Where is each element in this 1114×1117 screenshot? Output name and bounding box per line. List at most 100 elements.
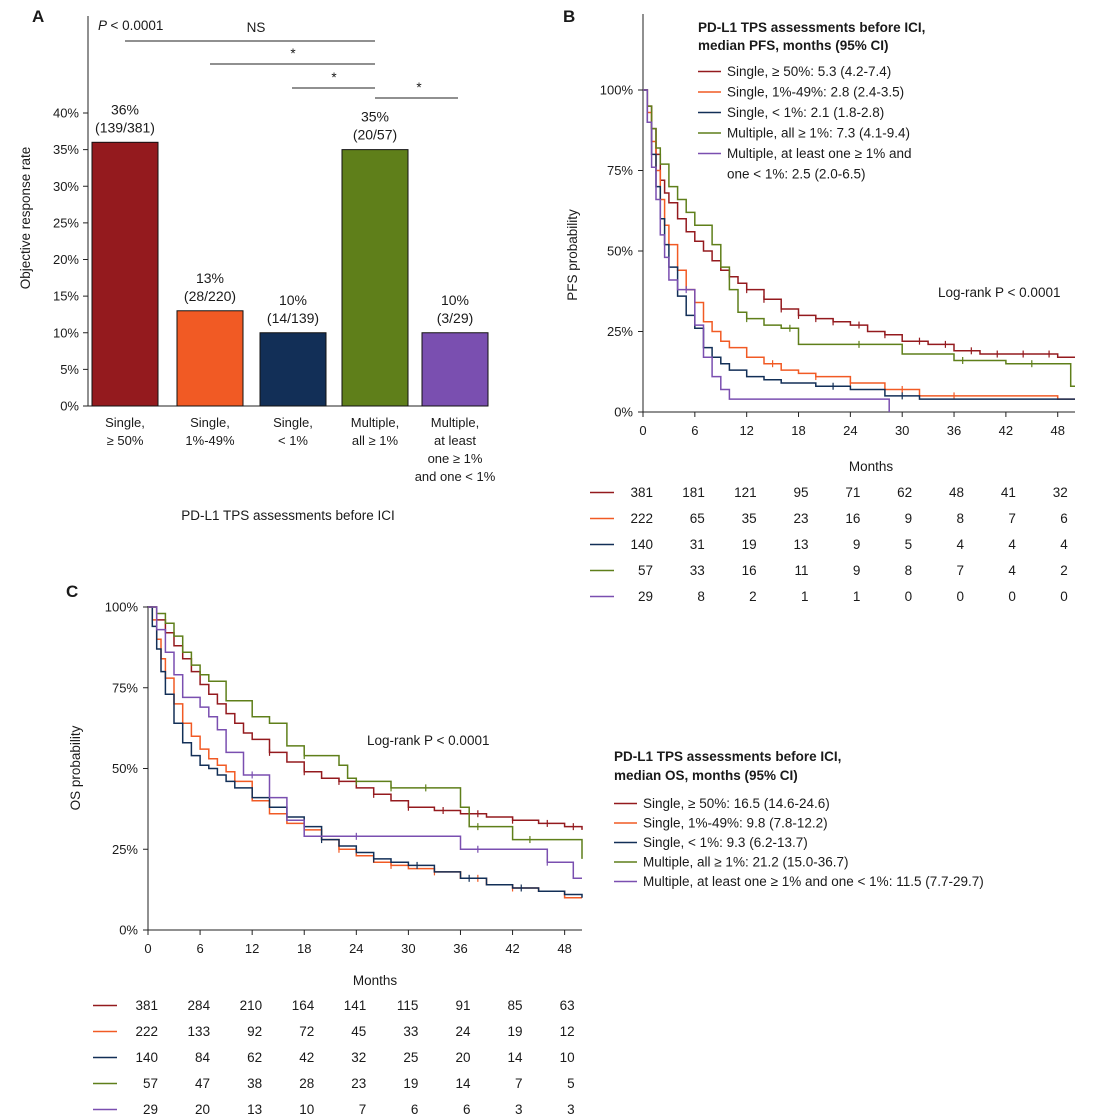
km-curve — [148, 606, 582, 899]
y-tick-label: 50% — [607, 244, 633, 259]
risk-cell: 28 — [299, 1076, 314, 1091]
y-tick-label: 75% — [607, 163, 633, 178]
panel-a-y-ticks: 0% 5% 10% 15% 20% 25% 30% 35% 40% — [53, 106, 88, 414]
risk-cell: 42 — [299, 1050, 314, 1065]
risk-cell: 7 — [359, 1102, 367, 1117]
risk-cell: 29 — [638, 589, 653, 604]
panel-c-x-ticks: 0 6 12 18 24 30 36 42 48 — [144, 930, 572, 956]
comparison-label-3: * — [416, 80, 422, 95]
risk-cell: 140 — [135, 1050, 158, 1065]
risk-cell: 222 — [630, 511, 653, 526]
y-tick-label: 0% — [119, 923, 138, 938]
y-tick-label: 25% — [53, 215, 79, 230]
risk-cell: 41 — [1001, 485, 1016, 500]
risk-cell: 57 — [638, 563, 653, 578]
risk-cell: 2 — [749, 589, 757, 604]
panel-b-y-title: PFS probability — [565, 209, 580, 301]
bar — [341, 149, 409, 407]
comparison-label-2: * — [331, 70, 337, 85]
risk-cell: 7 — [1008, 511, 1016, 526]
risk-cell: 9 — [905, 511, 913, 526]
panel-c-y-title: OS probability — [68, 725, 83, 810]
bar — [91, 141, 159, 407]
x-tick-label: 12 — [739, 423, 753, 438]
legend-entry: Single, ≥ 50%: 5.3 (4.2-7.4) — [727, 64, 891, 79]
x-category-label: at least — [434, 433, 476, 448]
risk-cell: 85 — [508, 998, 523, 1013]
comparison-label-ns: NS — [247, 20, 266, 35]
risk-cell: 47 — [195, 1076, 210, 1091]
risk-cell: 45 — [351, 1024, 366, 1039]
panel-c-logrank: Log-rank P < 0.0001 — [367, 733, 489, 748]
risk-cell: 25 — [403, 1050, 418, 1065]
panel-b-y-ticks: 0% 25% 50% 75% 100% — [600, 83, 643, 420]
x-tick-label: 6 — [196, 941, 203, 956]
risk-cell: 20 — [455, 1050, 470, 1065]
risk-cell: 8 — [957, 511, 965, 526]
risk-cell: 23 — [793, 511, 808, 526]
risk-cell: 29 — [143, 1102, 158, 1117]
risk-cell: 32 — [1053, 485, 1068, 500]
risk-cell: 19 — [403, 1076, 418, 1091]
km-curve — [643, 89, 1075, 387]
risk-cell: 115 — [397, 998, 419, 1013]
panel-a-bars: 36% (139/381) Single, ≥ 50% 13% (28/220) Singl… — [91, 101, 496, 484]
risk-cell: 1 — [853, 589, 861, 604]
legend-entry: Multiple, all ≥ 1%: 7.3 (4.1-9.4) — [727, 126, 910, 141]
risk-cell: 72 — [299, 1024, 314, 1039]
risk-cell: 5 — [905, 537, 913, 552]
risk-cell: 31 — [690, 537, 705, 552]
risk-cell: 381 — [135, 998, 158, 1013]
risk-cell: 4 — [1008, 537, 1016, 552]
bar-percent-label: 13% — [196, 270, 224, 286]
bar-count-label: (28/220) — [184, 288, 236, 304]
risk-cell: 0 — [1060, 589, 1068, 604]
risk-cell: 11 — [795, 563, 809, 578]
km-curve — [148, 606, 582, 880]
x-tick-label: 48 — [1050, 423, 1064, 438]
x-category-label: and one < 1% — [415, 469, 496, 484]
x-tick-label: 30 — [895, 423, 909, 438]
bar-count-label: (139/381) — [95, 119, 155, 135]
risk-cell: 33 — [690, 563, 705, 578]
panel-b-logrank: Log-rank P < 0.0001 — [938, 285, 1060, 300]
risk-cell: 84 — [195, 1050, 211, 1065]
risk-cell: 1 — [801, 589, 809, 604]
x-tick-label: 48 — [557, 941, 571, 956]
risk-cell: 35 — [742, 511, 757, 526]
x-tick-label: 24 — [843, 423, 857, 438]
risk-cell: 20 — [195, 1102, 210, 1117]
bar-count-label: (14/139) — [267, 310, 319, 326]
y-tick-label: 10% — [53, 325, 79, 340]
panel-a-x-title: PD-L1 TPS assessments before ICI — [181, 508, 395, 523]
risk-cell: 0 — [957, 589, 965, 604]
risk-cell: 210 — [240, 998, 263, 1013]
panel-a: A 0% 5% 10% 15% 20% 25% 30% 35% 40% Objective re… — [18, 7, 496, 523]
y-tick-label: 15% — [53, 289, 79, 304]
x-tick-label: 0 — [144, 941, 151, 956]
risk-cell: 5 — [567, 1076, 575, 1091]
panel-c-y-ticks: 0% 25% 50% 75% 100% — [105, 600, 148, 938]
legend-entry: Multiple, all ≥ 1%: 21.2 (15.0-36.7) — [643, 855, 849, 870]
x-category-label: Single, — [105, 415, 145, 430]
y-tick-label: 20% — [53, 252, 79, 267]
risk-cell: 381 — [630, 485, 653, 500]
panel-c-legend-title-2: median OS, months (95% CI) — [614, 768, 798, 783]
panel-c-letter: C — [66, 582, 78, 601]
y-tick-label: 100% — [600, 83, 634, 98]
x-category-label: Single, — [273, 415, 313, 430]
panel-c-legend: Single, ≥ 50%: 16.5 (14.6-24.6) Single, 1… — [614, 796, 984, 889]
x-tick-label: 18 — [297, 941, 311, 956]
y-tick-label: 25% — [112, 842, 138, 857]
p-number: 0.0001 — [122, 18, 163, 33]
risk-cell: 12 — [560, 1024, 575, 1039]
risk-cell: 33 — [403, 1024, 418, 1039]
risk-cell: 7 — [957, 563, 965, 578]
y-tick-label: 40% — [53, 106, 79, 121]
risk-cell: 13 — [793, 537, 808, 552]
risk-cell: 6 — [411, 1102, 419, 1117]
bar-percent-label: 10% — [279, 292, 307, 308]
x-category-label: 1%-49% — [185, 433, 235, 448]
risk-cell: 164 — [292, 998, 315, 1013]
legend-entry: Single, ≥ 50%: 16.5 (14.6-24.6) — [643, 796, 830, 811]
